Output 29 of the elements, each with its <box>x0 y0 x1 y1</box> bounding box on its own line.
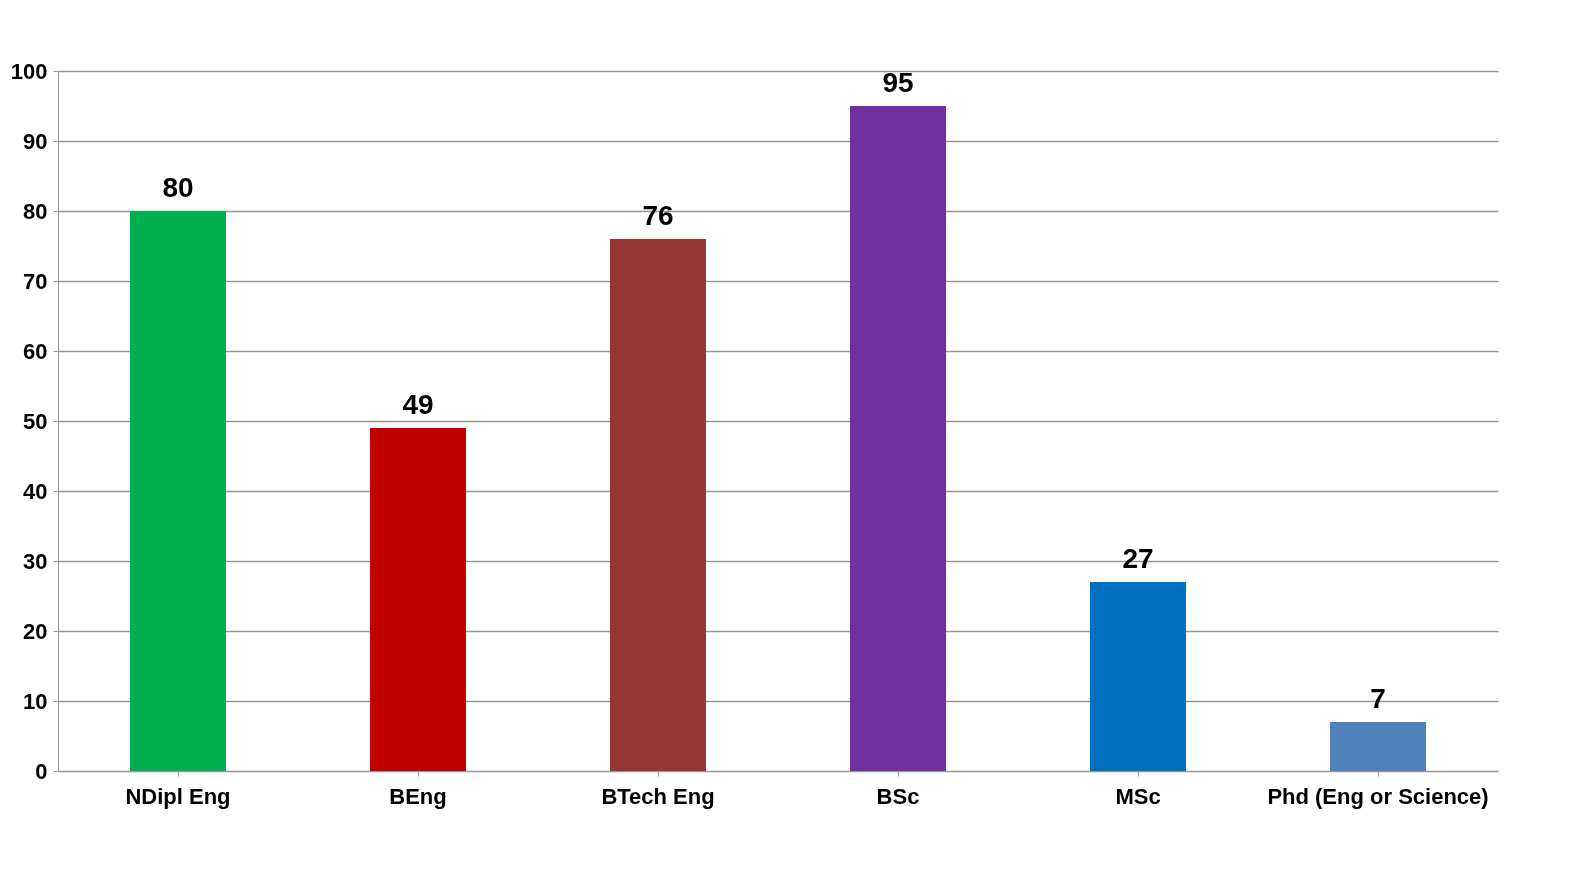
y-tick-label: 10 <box>23 688 48 714</box>
bar <box>1090 582 1186 771</box>
y-tick-label: 40 <box>23 478 48 504</box>
data-label: 27 <box>1122 543 1154 574</box>
data-label: 80 <box>162 172 194 203</box>
x-tick-label: NDipl Eng <box>125 783 231 809</box>
x-tick-label: BEng <box>389 783 447 809</box>
bar <box>1330 722 1426 771</box>
y-tick-label: 50 <box>23 408 48 434</box>
y-tick-label: 20 <box>23 618 48 644</box>
bar <box>370 428 466 771</box>
y-tick-label: 30 <box>23 548 48 574</box>
y-tick-label: 70 <box>23 268 48 294</box>
bar <box>850 106 946 771</box>
bar <box>130 211 226 771</box>
y-tick-label: 0 <box>35 758 48 784</box>
x-tick-label: BSc <box>876 783 920 809</box>
y-tick-label: 80 <box>23 198 48 224</box>
data-label: 49 <box>402 389 434 420</box>
x-tick-label: BTech Eng <box>601 783 715 809</box>
bar <box>610 239 706 771</box>
y-tick-label: 100 <box>10 58 48 84</box>
data-label: 95 <box>882 67 914 98</box>
x-tick-label: Phd (Eng or Science) <box>1267 783 1489 809</box>
y-tick-label: 90 <box>23 128 48 154</box>
y-tick-label: 60 <box>23 338 48 364</box>
data-label: 76 <box>642 200 674 231</box>
data-label: 7 <box>1370 683 1386 714</box>
x-tick-label: MSc <box>1115 783 1161 809</box>
